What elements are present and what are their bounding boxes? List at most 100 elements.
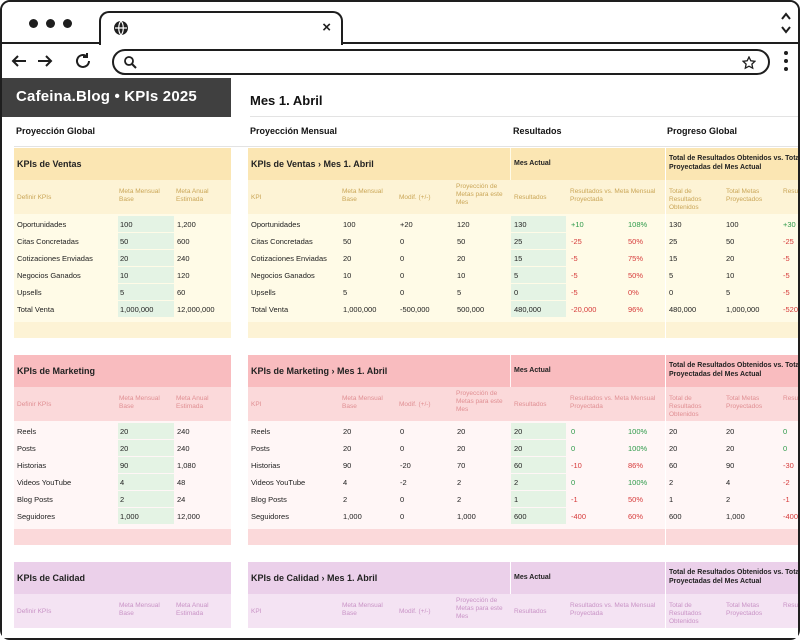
proyeccion-value: 20 xyxy=(457,254,466,263)
kpi-name: Seguidores xyxy=(251,512,289,521)
col-resu-truncated: Resu xyxy=(783,188,798,195)
kpi-name: Videos YouTube xyxy=(251,478,306,487)
meta-base-value: 10 xyxy=(343,271,352,280)
meta-base-value: 50 xyxy=(343,237,352,246)
meta-anual-value: 240 xyxy=(177,427,190,436)
tab-scroll-arrows-icon[interactable] xyxy=(780,11,792,35)
calidad-monthly-panel: KPIs de Calidad › Mes 1. Abril Mes Actual… xyxy=(248,562,665,638)
green-cell xyxy=(118,457,174,473)
col-definir-kpis: Definir KPIs xyxy=(17,401,52,408)
browser-tab[interactable]: × xyxy=(99,11,343,45)
modif-value[interactable]: 0 xyxy=(400,495,405,504)
meta-base-value[interactable]: 1,000 xyxy=(120,512,139,521)
modif-value[interactable]: -500,000 xyxy=(400,305,430,314)
col-meta-anual: Meta Anual Estimada xyxy=(176,602,209,617)
modif-value[interactable]: 0 xyxy=(400,288,405,297)
kpi-name: Oportunidades xyxy=(251,220,301,229)
modif-value[interactable]: 0 xyxy=(400,237,405,246)
modif-value[interactable]: 0 xyxy=(400,254,405,263)
bookmark-star-icon[interactable] xyxy=(742,56,756,70)
modif-value[interactable]: -2 xyxy=(400,478,407,487)
total-obtenido-value: 130 xyxy=(669,220,682,229)
pct-value: 108% xyxy=(628,220,648,229)
green-cell xyxy=(511,440,566,456)
meta-base-value[interactable]: 20 xyxy=(120,444,129,453)
kpi-name: Historias xyxy=(251,461,281,470)
modif-value[interactable]: +20 xyxy=(400,220,413,229)
total-meta-value: 1,000 xyxy=(726,512,745,521)
modif-value[interactable]: -20 xyxy=(400,461,411,470)
meta-anual-value: 240 xyxy=(177,254,190,263)
col-kpi: KPI xyxy=(251,194,262,201)
col-meta-mensual-base: Meta Mensual Base xyxy=(119,395,160,410)
window-dot-icon[interactable] xyxy=(29,19,38,28)
meta-base-value[interactable]: 5 xyxy=(120,288,125,297)
kpi-name: Historias xyxy=(17,461,47,470)
modif-value[interactable]: 0 xyxy=(400,271,405,280)
meta-base-value: 1,000,000 xyxy=(343,305,377,314)
resultado-value[interactable]: 2 xyxy=(514,478,519,487)
calidad-global-title: KPIs de Calidad xyxy=(14,562,231,594)
reload-icon[interactable] xyxy=(74,52,92,70)
resultado-value[interactable]: 130 xyxy=(514,220,527,229)
calidad-global-header-row: Definir KPIs Meta Mensual Base Meta Anual … xyxy=(14,594,231,628)
resultado-value[interactable]: 25 xyxy=(514,237,523,246)
ventas-monthly-title: KPIs de Ventas › Mes 1. Abril xyxy=(248,148,510,180)
resultado-value[interactable]: 600 xyxy=(514,512,527,521)
green-cell xyxy=(118,508,174,524)
col-resultados: Resultados xyxy=(514,401,547,408)
green-cell xyxy=(118,284,174,300)
total-obtenido-value: 0 xyxy=(669,288,674,297)
pct-value: 100% xyxy=(628,427,648,436)
meta-base-value[interactable]: 20 xyxy=(120,427,129,436)
kpi-name: Total Venta xyxy=(17,305,55,314)
kpi-name: Seguidores xyxy=(17,512,55,521)
meta-anual-value: 120 xyxy=(177,271,190,280)
resultado-value[interactable]: 1 xyxy=(514,495,519,504)
col-definir-kpis: Definir KPIs xyxy=(17,608,52,615)
proyeccion-value: 5 xyxy=(457,288,462,297)
window-dot-icon[interactable] xyxy=(63,19,72,28)
total-diff-truncated: -520 xyxy=(783,305,798,314)
address-bar[interactable] xyxy=(112,49,770,75)
col-total-obtenidos: Total de Resultados Obtenidos xyxy=(669,395,702,418)
menu-kebab-icon[interactable] xyxy=(784,51,788,73)
resultado-value[interactable]: 0 xyxy=(514,288,519,297)
meta-base-value[interactable]: 20 xyxy=(120,254,129,263)
resultado-value[interactable]: 20 xyxy=(514,444,523,453)
proyeccion-value: 10 xyxy=(457,271,466,280)
meta-base-value[interactable]: 50 xyxy=(120,237,129,246)
kpi-name: Negocios Ganados xyxy=(17,271,81,280)
resultado-value[interactable]: 15 xyxy=(514,254,523,263)
modif-value[interactable]: 0 xyxy=(400,444,405,453)
close-tab-icon[interactable]: × xyxy=(322,19,331,36)
meta-base-value[interactable]: 10 xyxy=(120,271,129,280)
meta-base-value[interactable]: 4 xyxy=(120,478,125,487)
resultado-value[interactable]: 480,000 xyxy=(514,305,542,314)
proyeccion-value: 120 xyxy=(457,220,470,229)
green-cell xyxy=(511,423,566,439)
resultado-value[interactable]: 60 xyxy=(514,461,523,470)
globe-icon xyxy=(114,20,128,36)
meta-base-value[interactable]: 2 xyxy=(120,495,125,504)
green-cell xyxy=(511,457,566,473)
green-cell xyxy=(118,474,174,490)
modif-value[interactable]: 0 xyxy=(400,427,405,436)
meta-base-value[interactable]: 90 xyxy=(120,461,129,470)
forward-arrow-icon[interactable] xyxy=(36,52,54,70)
diff-value: -400 xyxy=(571,512,587,521)
meta-base-value: 100 xyxy=(343,220,356,229)
meta-base-value[interactable]: 1,000,000 xyxy=(120,305,154,314)
resultado-value[interactable]: 5 xyxy=(514,271,519,280)
col-meta-anual: Meta Anual Estimada xyxy=(176,395,209,410)
total-diff-truncated: 0 xyxy=(783,427,788,436)
calidad-total-header: Total de Resultados Obtenidos vs. Total … xyxy=(666,562,798,594)
resultado-value[interactable]: 20 xyxy=(514,427,523,436)
proyeccion-value: 20 xyxy=(457,444,466,453)
title-bar: × xyxy=(2,2,798,45)
modif-value[interactable]: 0 xyxy=(400,512,405,521)
back-arrow-icon[interactable] xyxy=(10,52,28,70)
meta-base-value[interactable]: 100 xyxy=(120,220,133,229)
total-diff-truncated: -1 xyxy=(783,495,790,504)
window-dot-icon[interactable] xyxy=(46,19,55,28)
